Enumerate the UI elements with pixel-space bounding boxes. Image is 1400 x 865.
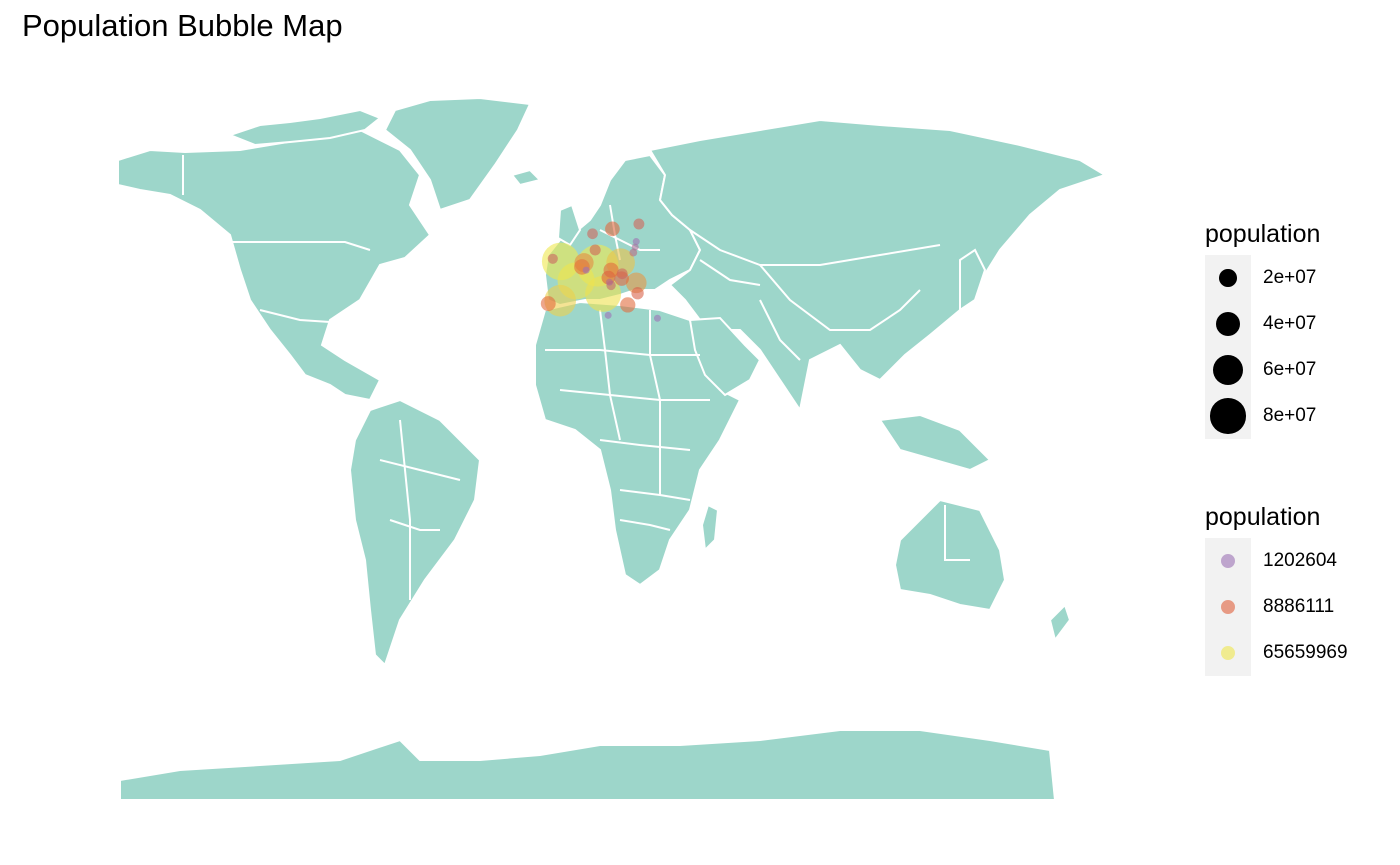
border-africa-1 [545,349,700,356]
border-south-america-2 [389,519,440,531]
border-central-asia [699,259,761,286]
land-arabia [688,316,762,397]
color-legend-keys: 1202604 8886111 65659969 [1205,538,1348,676]
page-title: Population Bubble Map [22,8,343,43]
color-legend-key [1205,630,1251,676]
border-south-america-1 [379,459,461,481]
color-legend-label: 8886111 [1263,596,1335,617]
land-southeast-asia [878,413,992,472]
border-us-canada [232,241,371,251]
land-japan [959,248,987,312]
population-bubble [629,248,638,257]
size-legend-dot [1219,269,1237,287]
border-africa-6 [599,309,621,441]
size-legend-label: 6e+07 [1263,359,1317,380]
border-russia [689,229,941,266]
population-bubble [587,228,598,240]
population-bubble [582,266,590,274]
border-africa-5 [619,519,671,531]
land-australia [893,498,1007,612]
size-legend-dot [1210,398,1246,434]
size-legend-label: 8e+07 [1263,405,1317,426]
land-arctic-islands [227,108,382,147]
size-legend-key [1205,301,1251,347]
land-new-zealand [1048,603,1072,643]
color-legend: population 1202604 8886111 65659969 [1205,503,1348,676]
country-borders [182,155,970,600]
land-africa [534,300,742,587]
population-bubble [631,287,644,300]
size-legend-dot [1212,354,1244,386]
land-antarctica [119,729,1057,801]
size-legend: population 2e+07 4e+07 6e+07 8e+07 [1205,220,1320,439]
color-legend-item: 1202604 [1205,538,1348,584]
land-uk [556,203,582,247]
land-masses [117,96,1108,801]
population-bubble [625,272,647,294]
color-legend-dot [1221,554,1235,568]
population-bubble [620,297,636,313]
border-africa-3 [599,439,691,451]
population-bubble [653,314,661,322]
population-bubbles [540,218,661,322]
population-bubble [605,278,613,286]
population-bubble [632,238,640,246]
color-legend-item: 65659969 [1205,630,1348,676]
color-legend-dot [1221,646,1235,660]
population-bubble [633,218,645,230]
color-legend-key [1205,584,1251,630]
size-legend-item: 4e+07 [1205,301,1320,347]
size-legend-key [1205,347,1251,393]
population-bubble [605,221,620,237]
size-legend-key [1205,255,1251,301]
population-bubble [631,243,639,251]
size-legend-item: 2e+07 [1205,255,1320,301]
land-madagascar [700,503,720,553]
size-legend-item: 6e+07 [1205,347,1320,393]
population-bubble [547,253,558,264]
color-legend-dot [1221,600,1235,614]
population-bubble [589,244,601,256]
size-legend-label: 4e+07 [1263,313,1317,334]
world-map [117,96,1108,801]
size-legend-item: 8e+07 [1205,393,1320,439]
border-africa-2 [559,389,710,401]
border-china [759,264,921,331]
color-legend-item: 8886111 [1205,584,1348,630]
color-legend-label: 1202604 [1263,550,1337,571]
land-asia [648,118,1108,413]
size-legend-keys: 2e+07 4e+07 6e+07 8e+07 [1205,255,1320,439]
population-bubble [604,311,612,319]
border-south-america-3 [399,419,411,600]
border-india [759,299,801,361]
size-legend-title: population [1205,220,1321,248]
land-north-america [117,128,432,402]
border-us-mexico [259,309,331,323]
border-africa-7 [649,310,661,495]
population-bubble [616,268,628,280]
color-legend-title: population [1205,503,1321,531]
land-south-america [348,398,482,667]
size-legend-label: 2e+07 [1263,267,1317,288]
population-bubble [540,296,556,312]
color-legend-label: 65659969 [1263,642,1348,663]
border-australia [944,505,970,561]
size-legend-key [1205,393,1251,439]
color-legend-key [1205,538,1251,584]
land-greenland [383,96,532,212]
size-legend-dot [1215,311,1241,337]
land-iceland [510,168,542,187]
